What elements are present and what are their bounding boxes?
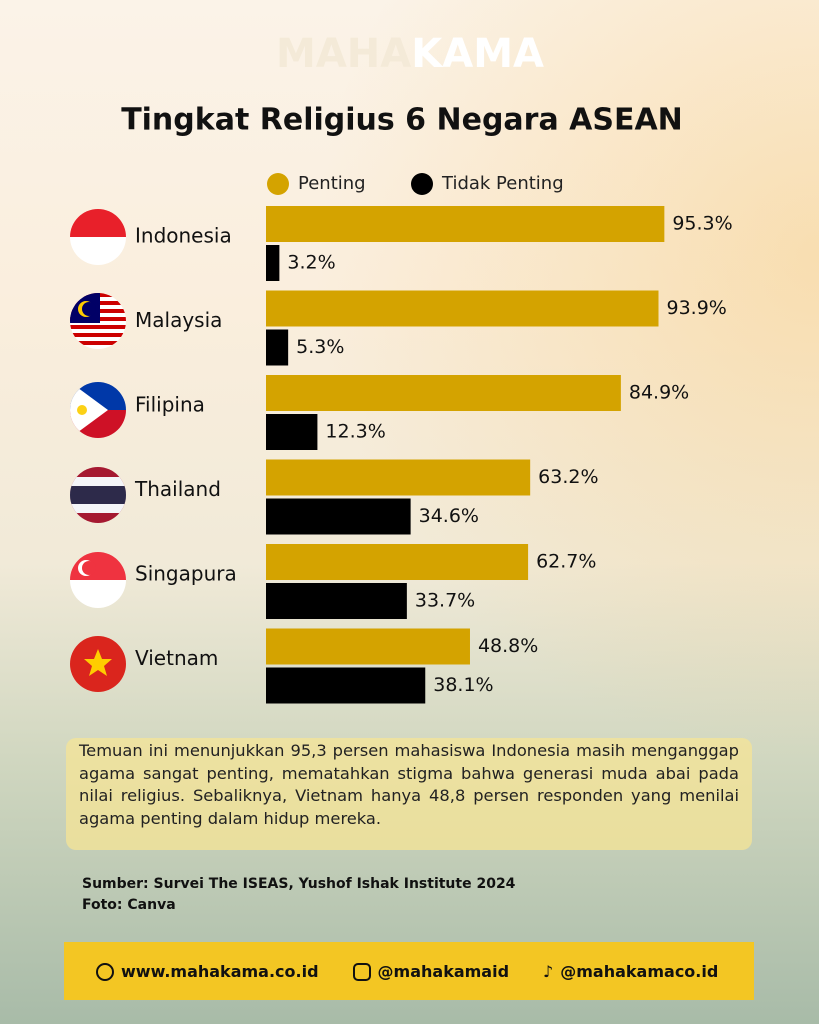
chart-title: Tingkat Religius 6 Negara ASEAN	[121, 103, 683, 138]
bar	[266, 414, 318, 450]
flag	[70, 382, 126, 438]
value-label: 48.8%	[478, 635, 538, 657]
bar	[266, 459, 531, 496]
value-label: 5.3%	[296, 336, 344, 358]
category-label: Vietnam	[135, 646, 218, 670]
bar	[266, 245, 280, 281]
tiktok: ♪ @mahakamaco.id	[543, 961, 719, 981]
value-label: 38.1%	[433, 674, 493, 696]
footer: www.mahakama.co.id @mahakamaid ♪ @mahakam…	[64, 942, 754, 1000]
category-label: Filipina	[135, 393, 205, 417]
brand-part: MAHA	[276, 31, 411, 77]
brand-part: KAMA	[411, 31, 544, 77]
legend-label: Tidak Penting	[441, 173, 564, 194]
category-label: Indonesia	[135, 224, 232, 248]
bar	[266, 583, 407, 619]
flag	[70, 467, 126, 523]
instagram-text: @mahakamaid	[377, 961, 510, 981]
value-label: 84.9%	[629, 382, 689, 404]
flag	[70, 552, 126, 608]
website: www.mahakama.co.id	[96, 962, 319, 981]
website-text: www.mahakama.co.id	[121, 961, 319, 981]
description: Temuan ini menunjukkan 95,3 persen mahas…	[66, 738, 752, 850]
legend-label: Penting	[298, 173, 366, 194]
tiktok-text: @mahakamaco.id	[560, 961, 719, 981]
value-label: 3.2%	[287, 252, 335, 274]
value-label: 62.7%	[536, 551, 596, 573]
value-label: 93.9%	[667, 297, 727, 319]
brand: MAHAKAMA	[276, 31, 544, 77]
bar	[266, 544, 529, 580]
bar	[266, 290, 659, 327]
bar	[266, 375, 621, 411]
value-label: 34.6%	[419, 505, 479, 527]
bar	[266, 206, 665, 242]
flag	[70, 636, 126, 692]
value-label: 12.3%	[325, 421, 385, 443]
flag	[70, 209, 126, 265]
category-label: Singapura	[135, 562, 237, 586]
flag	[70, 293, 126, 349]
source: Sumber: Survei The ISEAS, Yushof Ishak I…	[82, 876, 516, 892]
legend-swatch	[267, 173, 289, 195]
bar	[266, 628, 470, 665]
legend-swatch	[411, 173, 433, 195]
bar	[266, 498, 411, 535]
instagram: @mahakamaid	[352, 961, 510, 981]
bar	[266, 667, 426, 704]
category-label: Malaysia	[135, 308, 222, 332]
value-label: 33.7%	[415, 590, 475, 612]
photo-credit: Foto: Canva	[82, 897, 176, 913]
value-label: 95.3%	[672, 213, 732, 235]
category-label: Thailand	[134, 477, 221, 501]
flags	[70, 209, 126, 692]
bar	[266, 329, 289, 366]
value-label: 63.2%	[538, 466, 598, 488]
